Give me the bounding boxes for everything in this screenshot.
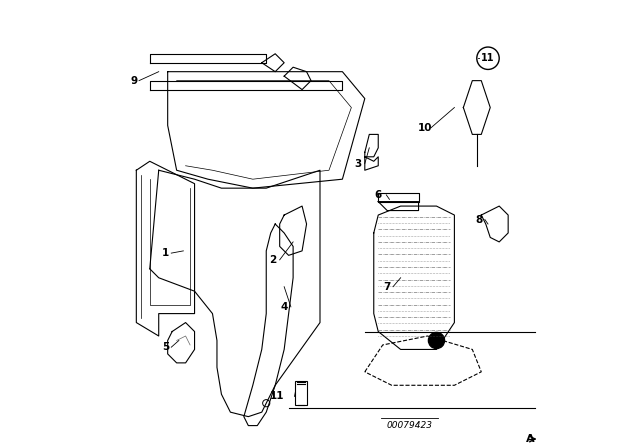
Text: 2: 2 [269,255,276,265]
Text: 3: 3 [355,159,362,168]
Text: A: A [526,434,535,444]
Circle shape [428,332,445,349]
Text: 1: 1 [162,248,169,258]
Text: 10: 10 [418,123,433,133]
Text: 6: 6 [374,190,382,200]
Text: 9: 9 [131,76,138,86]
Text: 4: 4 [280,302,288,312]
Text: 7: 7 [383,282,391,292]
Text: 5: 5 [162,342,169,352]
Text: 11: 11 [481,53,495,63]
FancyBboxPatch shape [296,381,307,405]
Text: 11: 11 [269,392,284,401]
Text: 00079423: 00079423 [387,421,433,430]
Text: 8: 8 [476,215,483,224]
